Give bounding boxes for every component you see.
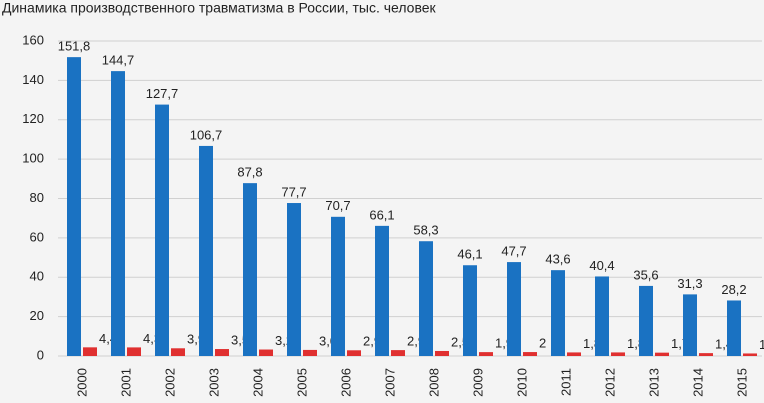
bar <box>127 347 141 356</box>
bar <box>391 350 405 356</box>
y-tick-label: 60 <box>30 229 44 244</box>
bar <box>215 349 229 356</box>
bar <box>259 349 273 356</box>
bar <box>171 348 185 356</box>
value-label: 151,8 <box>58 39 91 54</box>
bar <box>111 71 125 356</box>
x-tick-label: 2000 <box>74 368 89 397</box>
x-tick-label: 2002 <box>162 368 177 397</box>
bar <box>727 300 741 356</box>
bar <box>243 183 257 356</box>
x-tick-label: 2011 <box>558 368 573 396</box>
bar <box>435 350 449 356</box>
value-label: 87,8 <box>237 165 262 180</box>
value-label: 46,1 <box>457 247 482 262</box>
bar <box>83 347 97 356</box>
value-label: 1,29 <box>759 337 764 352</box>
y-tick-label: 160 <box>22 32 44 47</box>
value-label: 77,7 <box>281 184 306 199</box>
y-tick-label: 120 <box>22 111 44 126</box>
value-label: 35,6 <box>633 267 658 282</box>
value-label: 28,2 <box>721 282 746 297</box>
bar <box>155 104 169 356</box>
x-tick-label: 2001 <box>118 368 133 397</box>
value-label: 144,7 <box>102 53 135 68</box>
bar <box>639 285 653 356</box>
bar <box>287 203 301 356</box>
bar <box>567 352 581 356</box>
x-tick-label: 2015 <box>734 368 749 397</box>
bar <box>595 276 609 356</box>
bar <box>67 57 81 357</box>
bar <box>683 294 697 356</box>
bar <box>551 270 565 356</box>
bar <box>419 241 433 356</box>
bar <box>699 353 713 356</box>
bar <box>655 352 669 356</box>
value-label: 58,3 <box>413 223 438 238</box>
chart-title: Динамика производственного травматизма в… <box>2 0 437 16</box>
bar <box>523 352 537 356</box>
value-label: 31,3 <box>677 276 702 291</box>
value-label: 106,7 <box>190 127 223 142</box>
x-tick-label: 2012 <box>602 368 617 397</box>
bar <box>303 349 317 356</box>
y-tick-label: 20 <box>30 308 44 323</box>
value-label: 2 <box>539 336 546 351</box>
x-tick-label: 2013 <box>646 368 661 397</box>
bar <box>347 350 361 356</box>
x-tick-label: 2004 <box>250 368 265 397</box>
bar <box>507 262 521 356</box>
x-tick-label: 2003 <box>206 368 221 397</box>
bar <box>375 225 389 356</box>
y-tick-label: 80 <box>30 190 44 205</box>
bar <box>611 352 625 356</box>
y-tick-label: 0 <box>37 347 44 362</box>
x-tick-label: 2008 <box>426 368 441 397</box>
x-tick-label: 2014 <box>690 368 705 397</box>
y-tick-label: 140 <box>22 72 44 87</box>
value-label: 66,1 <box>369 207 394 222</box>
value-label: 127,7 <box>146 86 179 101</box>
value-label: 40,4 <box>589 258 614 273</box>
bar <box>479 352 493 356</box>
bar <box>463 265 477 356</box>
bar <box>743 353 757 356</box>
value-label: 70,7 <box>325 198 350 213</box>
bar <box>331 216 345 356</box>
x-tick-label: 2005 <box>294 368 309 397</box>
y-tick-label: 40 <box>30 269 44 284</box>
x-tick-label: 2007 <box>382 368 397 397</box>
x-tick-label: 2006 <box>338 368 353 397</box>
y-tick-label: 100 <box>22 151 44 166</box>
bar <box>199 145 213 356</box>
x-tick-label: 2010 <box>514 368 529 397</box>
x-tick-label: 2009 <box>470 368 485 397</box>
value-label: 43,6 <box>545 252 570 267</box>
value-label: 47,7 <box>501 244 526 259</box>
